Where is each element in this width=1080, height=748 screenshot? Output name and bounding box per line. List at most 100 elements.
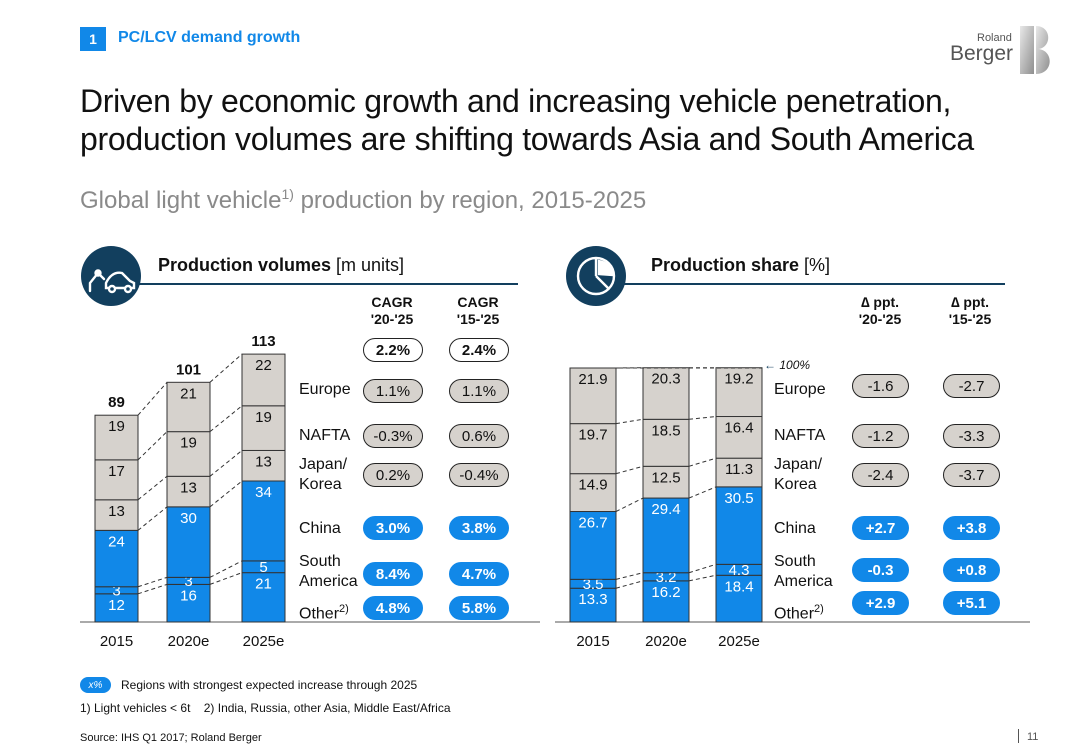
right-pill-europe-c1: -1.6 <box>852 374 909 398</box>
data-label-nafta-2025e: 16.4 <box>724 420 753 437</box>
connector-1-1 <box>209 572 243 585</box>
data-label-japan-korea-2025e: 13 <box>255 453 272 470</box>
legend-swatch: x% <box>80 677 111 693</box>
production-share-chart: 13.33.526.714.919.721.9201516.23.229.412… <box>555 367 1030 650</box>
bar-china-2020e <box>166 506 211 578</box>
right-pill-south-c2: +0.8 <box>943 558 1000 582</box>
connector-1-6 <box>209 353 243 383</box>
left-pill-nafta-c2: 0.6% <box>449 424 509 448</box>
tick-label-2020e: 2020e <box>645 633 687 650</box>
total-label-2025e: 113 <box>251 333 275 350</box>
subtitle-pre: Global light vehicle <box>80 187 282 214</box>
bar-europe-2020e <box>642 367 690 420</box>
roland-berger-logo-icon <box>1020 26 1050 74</box>
hundred-percent-label: 100% <box>779 358 811 372</box>
source-note: Source: IHS Q1 2017; Roland Berger <box>80 732 262 744</box>
connector-0-4 <box>137 475 168 501</box>
right-region-japan-l1: Japan/ <box>774 456 823 473</box>
left-region-other: Other2) <box>299 599 349 624</box>
right-col2-head-l1: ∆ ppt. <box>950 294 990 310</box>
connector-0-1 <box>137 583 168 595</box>
connector-0-3 <box>615 497 644 512</box>
right-pill-other-c1: +2.9 <box>852 591 909 615</box>
data-label-europe-2025e: 22 <box>255 357 272 374</box>
connector-1-4 <box>688 457 717 467</box>
connector-1-2 <box>209 560 243 578</box>
data-label-europe-2020e: 20.3 <box>651 371 680 388</box>
right-pill-japan-c1: -2.4 <box>852 463 909 487</box>
data-label-other-2025e: 21 <box>255 576 272 593</box>
left-panel-title: Production volumes [m units] <box>158 255 404 276</box>
left-panel-title-unit: [m units] <box>331 255 405 275</box>
title-line-1: Driven by economic growth and increasing… <box>80 83 952 119</box>
left-col2-head-l1: CAGR <box>457 294 499 310</box>
bar-europe-2015 <box>94 414 139 461</box>
bar-nafta-2015 <box>94 459 139 501</box>
connector-0-3 <box>137 506 168 531</box>
bar-china-2020e <box>642 497 690 574</box>
left-col1-head-l1: CAGR <box>371 294 413 310</box>
left-region-other-sup: 2) <box>339 603 349 615</box>
subtitle-footnote-ref: 1) <box>281 186 294 202</box>
left-pill-europe-c2: 1.1% <box>449 379 509 403</box>
left-pill-japan-c2: -0.4% <box>449 463 509 487</box>
section-label: PC/LCV demand growth <box>118 29 301 46</box>
data-label-south-america-2025e: 5 <box>259 559 267 576</box>
production-volumes-chart: 12324131719201589163301319212020e1012153… <box>80 333 540 650</box>
legend-text: Regions with strongest expected increase… <box>121 678 418 692</box>
right-region-south-l1: South <box>774 553 816 570</box>
data-label-europe-2025e: 19.2 <box>724 371 753 388</box>
right-col1-head-l2: '20-'25 <box>858 311 902 327</box>
right-region-europe: Europe <box>774 381 826 398</box>
left-col2-head-l2: '15-'25 <box>456 311 500 327</box>
right-pill-other-c2: +5.1 <box>943 591 1000 615</box>
left-pill-other-c2: 5.8% <box>449 596 509 620</box>
left-panel-title-bold: Production volumes <box>158 255 332 275</box>
page-number: 11 <box>1027 731 1039 743</box>
connector-0-4 <box>615 465 644 475</box>
data-label-japan-korea-2020e: 13 <box>180 479 197 496</box>
data-label-nafta-2020e: 19 <box>180 435 197 452</box>
data-label-japan-korea-2015: 14.9 <box>578 477 607 494</box>
right-panel-title-unit: [%] <box>799 255 831 275</box>
subtitle-post: production by region, 2015-2025 <box>293 187 647 214</box>
left-pill-china-c2: 3.8% <box>449 516 509 540</box>
left-pill-europe-c1: 1.1% <box>363 379 423 403</box>
tick-label-2015: 2015 <box>576 633 609 650</box>
data-label-other-2025e: 18.4 <box>724 578 753 595</box>
bar-nafta-2025e <box>241 405 286 451</box>
connector-0-5 <box>615 418 644 425</box>
data-label-other-2020e: 16.2 <box>651 584 680 601</box>
bar-japan-korea-2025e <box>715 457 763 488</box>
bar-nafta-2020e <box>642 418 690 467</box>
hundred-percent-marker: ← 100% <box>764 358 810 372</box>
right-col1-head: ∆ ppt. '20-'25 <box>845 294 915 328</box>
left-pill-south-c1: 8.4% <box>363 562 423 586</box>
data-label-china-2020e: 30 <box>180 510 197 527</box>
page-title: Driven by economic growth and increasing… <box>80 82 974 158</box>
left-region-south-l1: South <box>299 553 341 570</box>
bar-china-2015 <box>569 511 617 580</box>
footnotes: 1) Light vehicles < 6t 2) India, Russia,… <box>80 701 451 715</box>
data-label-south-america-2015: 3 <box>112 582 120 599</box>
left-region-japan-l2: Korea <box>299 476 342 493</box>
left-total-cagr-15-25: 2.4% <box>449 338 509 362</box>
connector-0-6 <box>137 381 168 416</box>
data-label-europe-2015: 19 <box>108 418 125 435</box>
data-label-china-2020e: 29.4 <box>651 501 680 518</box>
right-panel-title: Production share [%] <box>651 255 830 276</box>
right-col1-head-l1: ∆ ppt. <box>860 294 900 310</box>
tick-label-2015: 2015 <box>100 633 133 650</box>
left-region-south-america: South America <box>299 552 358 592</box>
total-label-2020e: 101 <box>176 361 201 378</box>
left-region-china: China <box>299 520 341 537</box>
data-label-nafta-2025e: 19 <box>255 409 272 426</box>
right-pill-europe-c2: -2.7 <box>943 374 1000 398</box>
data-label-other-2015: 12 <box>108 597 125 614</box>
tick-label-2025e: 2025e <box>243 633 285 650</box>
left-pill-japan-c1: 0.2% <box>363 463 423 487</box>
bar-other-2015 <box>94 593 139 623</box>
right-region-other-label: Other <box>774 605 815 623</box>
left-total-cagr-20-25: 2.2% <box>363 338 423 362</box>
data-label-europe-2015: 21.9 <box>578 371 607 388</box>
